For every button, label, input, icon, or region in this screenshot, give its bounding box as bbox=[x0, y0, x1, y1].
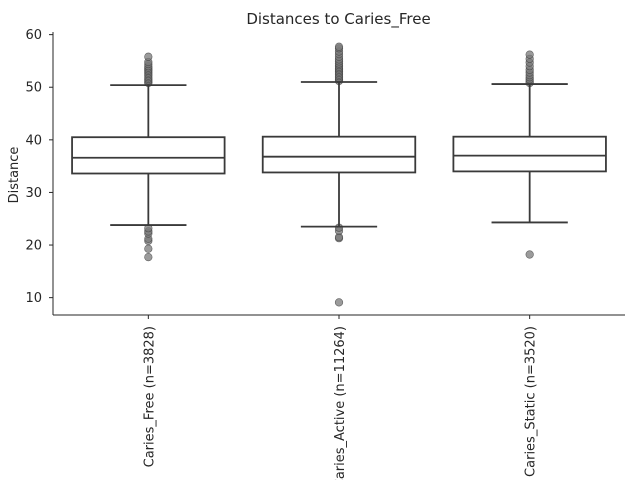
box-group bbox=[452, 50, 607, 259]
iqr-box bbox=[261, 135, 417, 174]
iqr-box bbox=[71, 136, 226, 175]
x-tick-label: Caries_Free (n=3828) bbox=[142, 326, 157, 467]
y-tick-label: 10 bbox=[25, 291, 42, 306]
outlier-point bbox=[525, 250, 534, 259]
iqr-box bbox=[452, 135, 607, 173]
outlier-point bbox=[144, 244, 153, 253]
chart-title: Distances to Caries_Free bbox=[246, 10, 430, 29]
x-tick-label: Caries_Active (n=11264) bbox=[333, 326, 348, 480]
y-tick-label: 40 bbox=[25, 133, 42, 148]
outlier-point bbox=[144, 253, 153, 262]
outlier-point bbox=[525, 50, 534, 59]
outlier-point bbox=[334, 42, 344, 51]
outlier-point bbox=[334, 298, 344, 307]
y-tick-label: 60 bbox=[25, 28, 42, 43]
boxes bbox=[71, 42, 607, 307]
outlier-point bbox=[144, 52, 153, 61]
y-tick-label: 50 bbox=[25, 81, 42, 96]
box-group bbox=[71, 52, 226, 262]
y-tick-label: 20 bbox=[25, 239, 42, 254]
y-axis-ticks: 10 20 30 40 50 60 bbox=[25, 28, 53, 306]
x-axis-ticks: Caries_Free (n=3828) Caries_Active (n=112… bbox=[142, 315, 539, 480]
y-axis-label: Distance bbox=[7, 147, 22, 204]
box-group bbox=[261, 42, 417, 307]
x-tick-label: Caries_Static (n=3520) bbox=[524, 326, 539, 477]
y-tick-label: 30 bbox=[25, 186, 42, 201]
